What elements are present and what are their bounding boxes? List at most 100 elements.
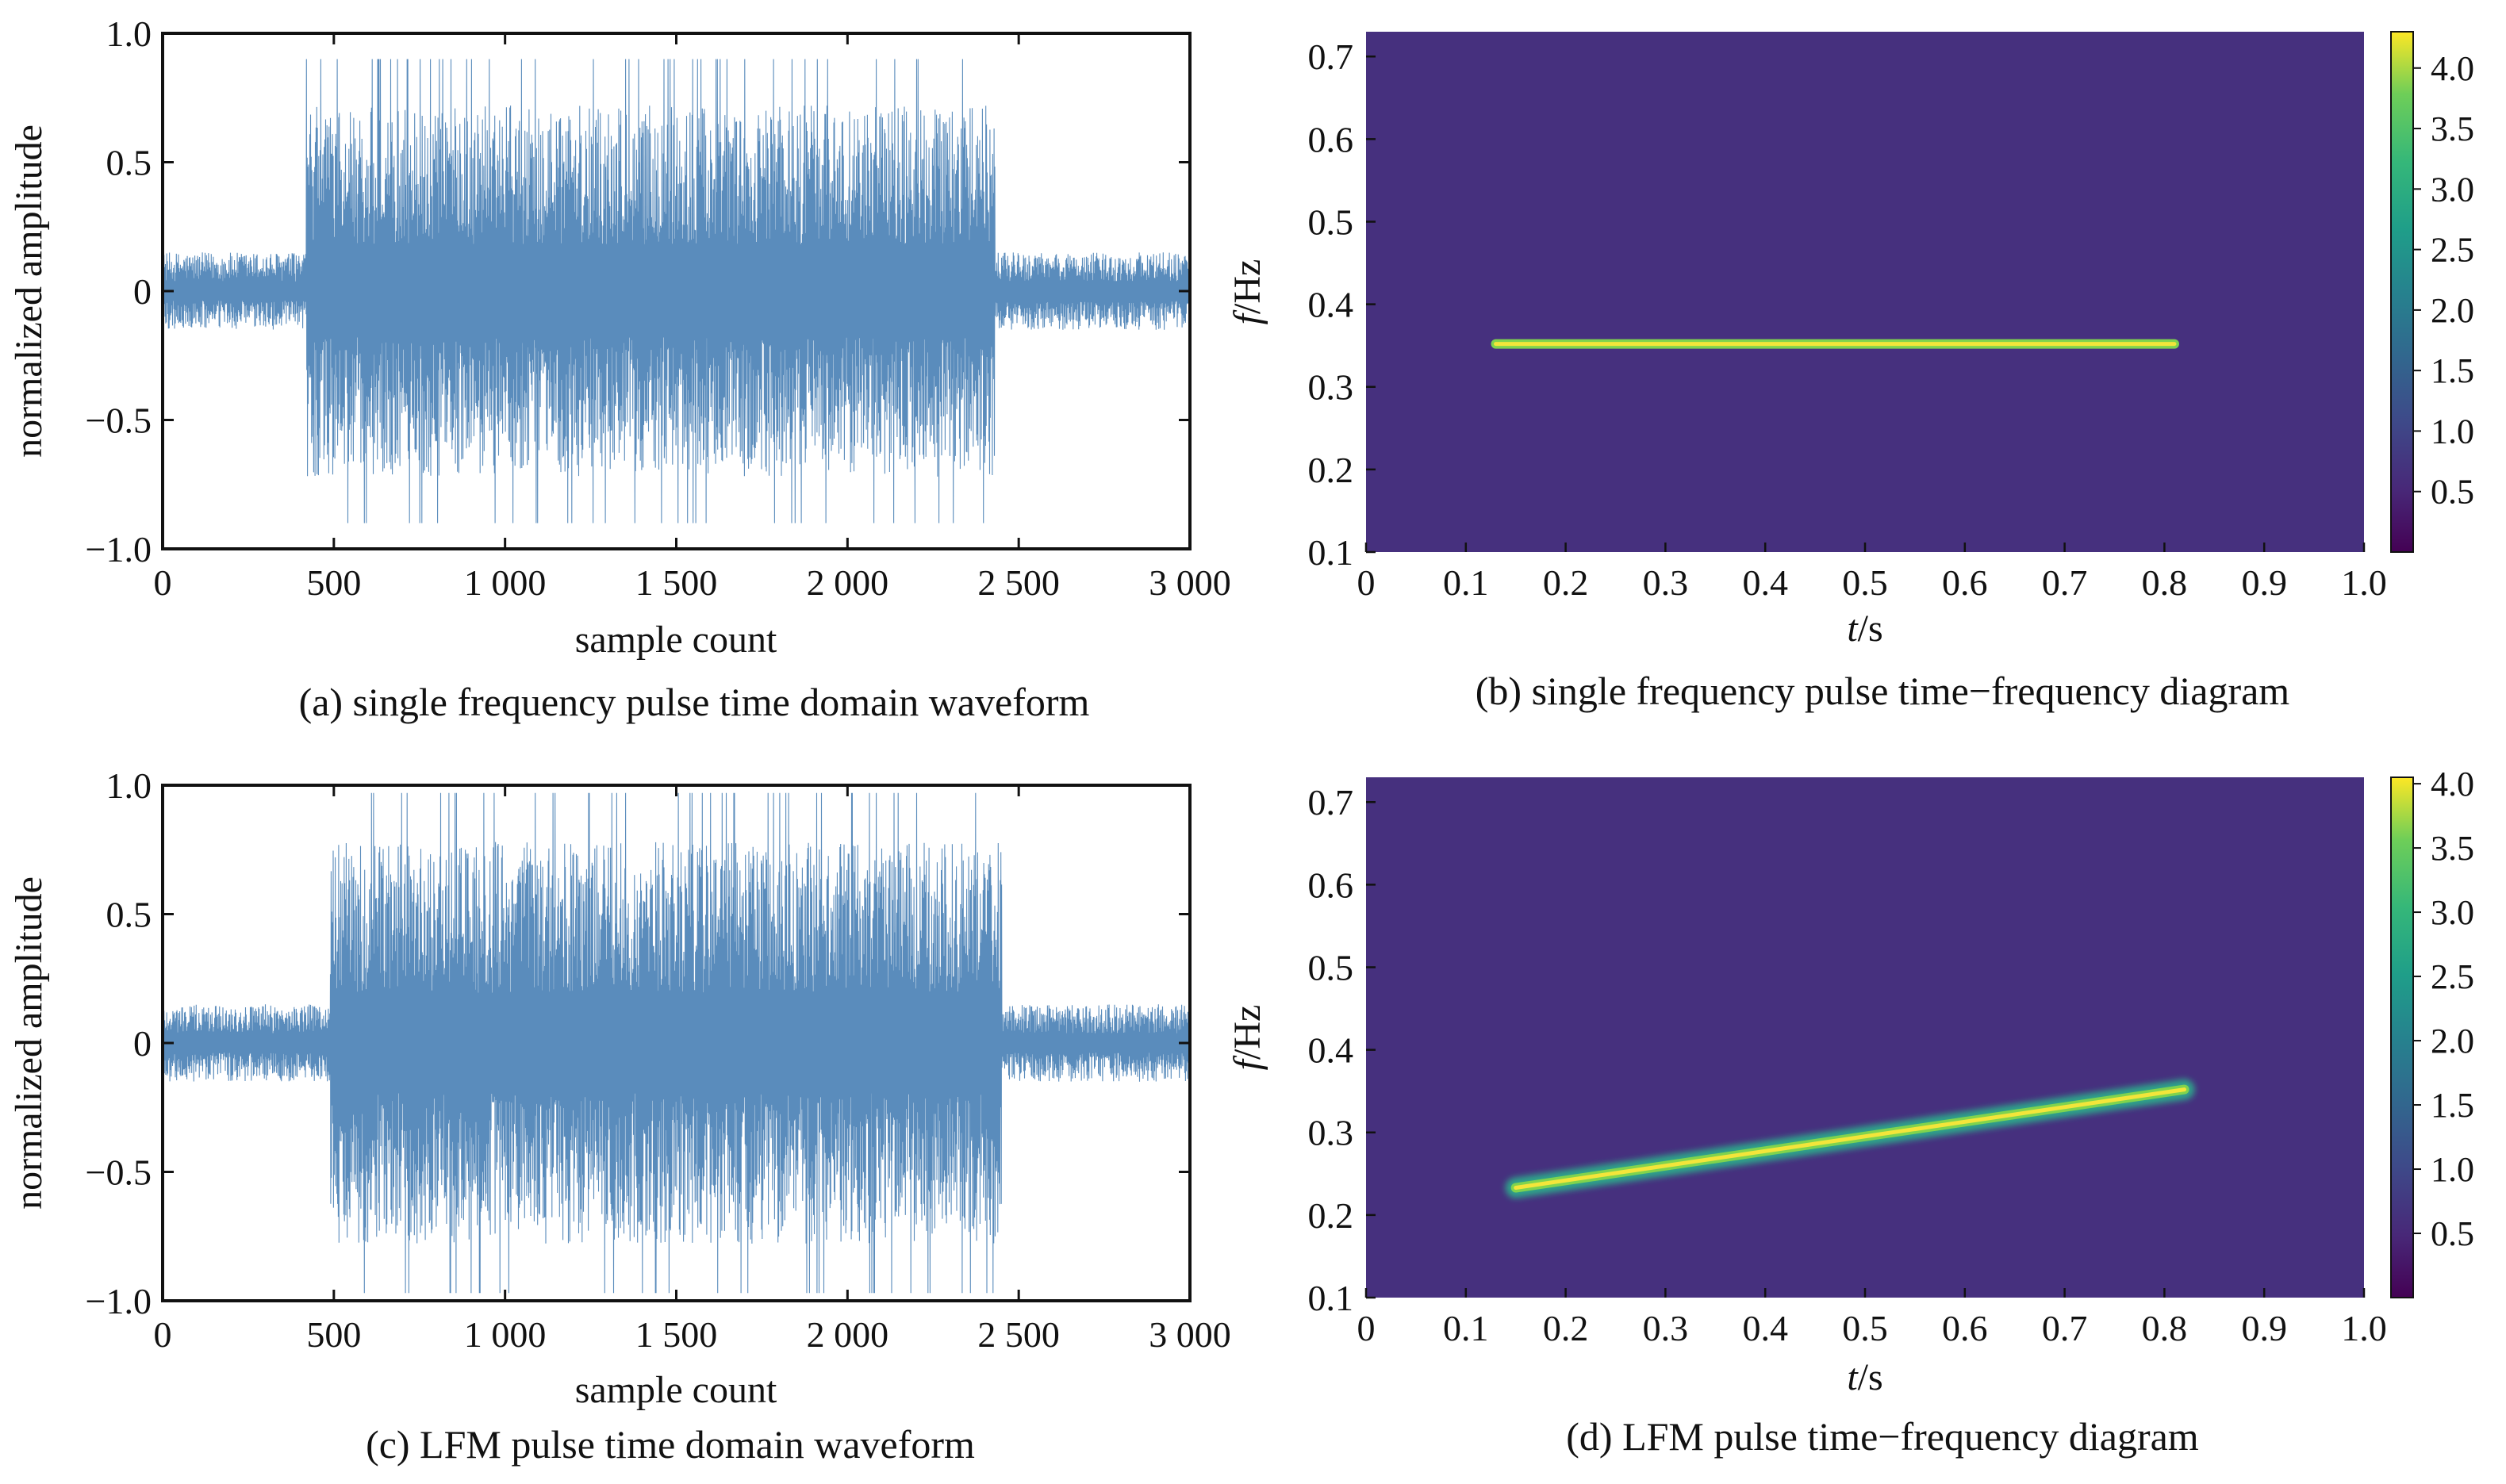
colorbar-tick-label: 2.0 — [2431, 1022, 2474, 1060]
x-tick-label: 0 — [154, 1314, 172, 1355]
panel-c-waveform: 0 500 1 000 1 500 2 000 2 500 3 000 −1.0 −0.5 0 0.… — [8, 765, 1231, 1467]
x-tick-label: 0 — [1357, 1308, 1376, 1348]
y-tick-label: −0.5 — [86, 1152, 152, 1193]
y-tick-label: 0.7 — [1308, 36, 1354, 77]
x-tick-label: 0.2 — [1543, 1308, 1589, 1348]
colorbar-ticks-d: 0.5 1.0 1.5 2.0 2.5 3.0 3.5 4.0 — [2413, 765, 2474, 1253]
ylabel-c: normalized amplitude — [8, 876, 50, 1210]
y-tick-label: 0.4 — [1308, 285, 1354, 325]
x-tick-label: 0.5 — [1842, 1308, 1888, 1348]
x-tick-label: 0 — [1357, 562, 1376, 603]
spectrogram-background-d — [1366, 777, 2364, 1298]
y-tick-label: −0.5 — [86, 401, 152, 441]
colorbar-tick-label: 3.5 — [2431, 109, 2474, 148]
colorbar-tick-label: 2.5 — [2431, 957, 2474, 996]
x-tick-label: 0 — [154, 562, 172, 603]
xlabel-c: sample count — [575, 1369, 777, 1411]
y-tick-label: 0.3 — [1308, 367, 1354, 408]
colorbar-tick-label: 2.5 — [2431, 231, 2474, 270]
colorbar-tick-label: 0.5 — [2431, 473, 2474, 512]
x-tick-label: 0.4 — [1742, 562, 1788, 603]
y-tick-label: −1.0 — [86, 1281, 152, 1321]
y-tick-label: 0.6 — [1308, 865, 1354, 905]
panel-a-waveform: 0 500 1 000 1 500 2 000 2 500 3 000 −1.0 −0.5 0 0.… — [8, 13, 1231, 724]
colorbar-tick-label: 3.5 — [2431, 829, 2474, 868]
x-tick-label: 1.0 — [2341, 1308, 2387, 1348]
colorbar-tick-label: 1.0 — [2431, 412, 2474, 451]
y-tick-label: 0.1 — [1308, 1278, 1354, 1318]
x-tick-label: 0.5 — [1842, 562, 1888, 603]
x-tick-label: 0.3 — [1643, 1308, 1689, 1348]
y-tick-label: 0 — [133, 1023, 152, 1064]
caption-d: (d) LFM pulse time−frequency diagram — [1566, 1414, 2199, 1459]
x-tick-label: 0.6 — [1942, 1308, 1988, 1348]
x-tick-label: 1 000 — [464, 1314, 547, 1355]
x-tick-label: 2 000 — [807, 1314, 889, 1355]
xlabel-a: sample count — [575, 619, 777, 661]
colorbar-tick-label: 1.5 — [2431, 1086, 2474, 1125]
x-tick-label: 0.7 — [2042, 1308, 2088, 1348]
colorbar-tick-label: 2.0 — [2431, 291, 2474, 330]
y-tick-label: 0.3 — [1308, 1113, 1354, 1153]
x-tick-label: 1 500 — [635, 562, 718, 603]
colorbar-b — [2390, 31, 2414, 553]
axes-b: 0 0.1 0.2 0.3 0.4 0.5 0.6 0.7 0.8 0.9 1.00.10.20.3… — [1308, 36, 2387, 603]
x-tick-label: 0.1 — [1443, 1308, 1489, 1348]
y-tick-label: 0.5 — [1308, 947, 1354, 987]
ylabel-d: f/Hz — [1226, 1005, 1268, 1071]
waveform-plot-a — [163, 59, 1190, 523]
y-tick-label: 0.4 — [1308, 1030, 1354, 1071]
y-tick-label: 1.0 — [106, 13, 152, 54]
caption-b: (b) single frequency pulse time−frequenc… — [1476, 669, 2290, 713]
panel-d-spectrogram: 0 0.1 0.2 0.3 0.4 0.5 0.6 0.7 0.8 0.9 1.00.10.20.3… — [1226, 765, 2474, 1459]
ylabel-a: normalized amplitude — [8, 125, 50, 458]
xlabel-d: t/s — [1847, 1356, 1882, 1398]
waveform-series — [163, 59, 1190, 523]
y-tick-label: 0 — [133, 271, 152, 312]
x-tick-label: 2 500 — [977, 562, 1060, 603]
axes-d: 0 0.1 0.2 0.3 0.4 0.5 0.6 0.7 0.8 0.9 1.00.10.20.3… — [1308, 782, 2387, 1348]
x-tick-label: 2 000 — [807, 562, 889, 603]
x-tick-label: 0.4 — [1742, 1308, 1788, 1348]
colorbar-tick-label: 4.0 — [2431, 765, 2474, 803]
y-tick-label: 0.2 — [1308, 450, 1354, 490]
x-tick-label: 1 500 — [635, 1314, 718, 1355]
x-tick-label: 500 — [306, 1314, 361, 1355]
axes-c: 0 500 1 000 1 500 2 000 2 500 3 000 −1.0 −0.5 0 0.… — [86, 765, 1231, 1355]
colorbar-d — [2390, 777, 2414, 1298]
axes-a: 0 500 1 000 1 500 2 000 2 500 3 000 −1.0 −0.5 0 0.… — [86, 13, 1231, 603]
ridge-d — [1505, 1079, 2195, 1198]
x-tick-label: 3 000 — [1149, 1314, 1231, 1355]
y-tick-label: 0.5 — [106, 895, 152, 935]
colorbar-tick-label: 1.0 — [2431, 1150, 2474, 1189]
y-tick-label: 0.2 — [1308, 1195, 1354, 1236]
colorbar-tick-label: 1.5 — [2431, 351, 2474, 390]
y-tick-label: 0.5 — [106, 143, 152, 183]
x-tick-label: 0.9 — [2241, 1308, 2287, 1348]
y-tick-label: 0.5 — [1308, 201, 1354, 242]
y-tick-label: 0.7 — [1308, 782, 1354, 823]
waveform-series — [163, 792, 1190, 1294]
spectrogram-background-b — [1366, 32, 2364, 552]
caption-c: (c) LFM pulse time domain waveform — [366, 1422, 975, 1467]
y-tick-label: 0.6 — [1308, 119, 1354, 159]
x-tick-label: 0.1 — [1443, 562, 1489, 603]
x-tick-label: 1 000 — [464, 562, 547, 603]
x-tick-label: 0.8 — [2142, 1308, 2188, 1348]
x-tick-label: 0.9 — [2241, 562, 2287, 603]
y-tick-label: 0.1 — [1308, 532, 1354, 573]
caption-a: (a) single frequency pulse time domain w… — [299, 680, 1090, 724]
x-tick-label: 2 500 — [977, 1314, 1060, 1355]
x-tick-label: 3 000 — [1149, 562, 1231, 603]
x-tick-label: 0.3 — [1643, 562, 1689, 603]
ridge-line — [1514, 1087, 2187, 1191]
colorbar-tick-label: 3.0 — [2431, 170, 2474, 209]
colorbar-ticks-b: 0.5 1.0 1.5 2.0 2.5 3.0 3.5 4.0 — [2413, 49, 2474, 512]
y-tick-label: 1.0 — [106, 765, 152, 806]
x-tick-label: 0.6 — [1942, 562, 1988, 603]
panel-b-spectrogram: 0 0.1 0.2 0.3 0.4 0.5 0.6 0.7 0.8 0.9 1.00.10.20.3… — [1226, 31, 2474, 713]
ylabel-b: f/Hz — [1226, 259, 1268, 325]
colorbar-tick-label: 3.0 — [2431, 893, 2474, 932]
x-tick-label: 0.7 — [2042, 562, 2088, 603]
